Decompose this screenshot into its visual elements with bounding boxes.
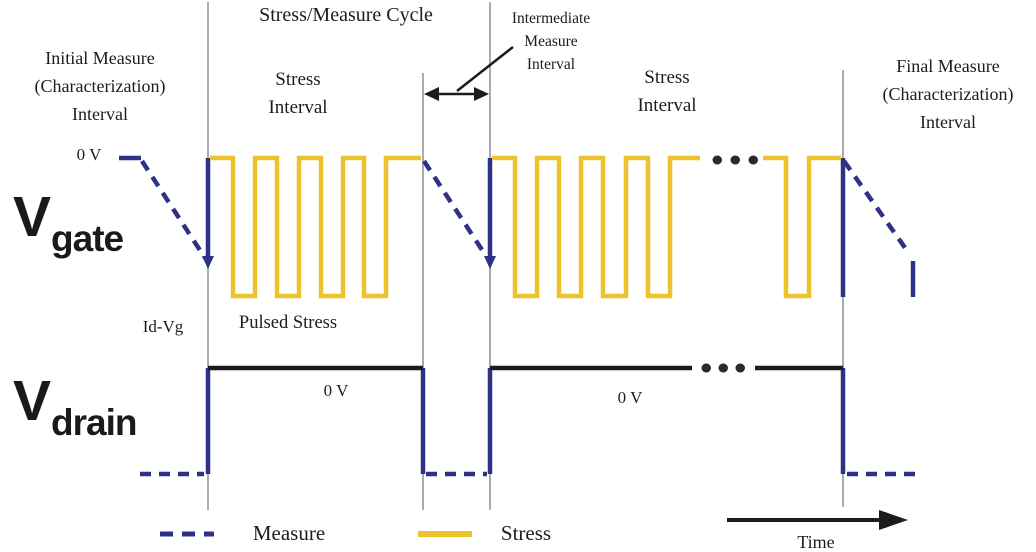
- gate-sweep-arrowheads: [202, 256, 496, 269]
- gate-zero-volt-label: 0 V: [76, 145, 102, 164]
- stress-interval-2-line2: Interval: [637, 95, 697, 116]
- intermediate-measure-line3: Interval: [526, 56, 576, 73]
- gate-signal-symbol: V: [13, 185, 52, 249]
- gate-signal-subscript: gate: [51, 218, 124, 259]
- intermediate-leader-line: [456, 46, 514, 92]
- id-vg-label: Id-Vg: [142, 317, 184, 336]
- cycle-title: Stress/Measure Cycle: [259, 4, 433, 26]
- final-measure-line1: Final Measure: [896, 56, 1000, 76]
- initial-measure-interval-label: Initial Measure (Characterization) Inter…: [35, 44, 166, 128]
- drain-vertical-edges: [205, 368, 846, 474]
- legend-measure-label: Measure: [252, 521, 326, 545]
- time-axis-label: Time: [797, 532, 835, 552]
- intermediate-measure-interval-label: Intermediate Measure Interval: [512, 7, 590, 76]
- gate-measure-dashed-ramps: [140, 159, 910, 260]
- time-axis-arrowhead: [879, 510, 908, 530]
- drain-zero-volt-label-2: 0 V: [617, 388, 643, 407]
- gate-signal-label: Vgate: [13, 189, 124, 259]
- stress-interval-2-line1: Stress: [644, 67, 690, 88]
- drain-signal-subscript: drain: [51, 402, 137, 443]
- pulsed-stress-label: Pulsed Stress: [238, 313, 338, 333]
- stress-interval-1-label: Stress Interval: [268, 66, 327, 122]
- drain-signal-symbol: V: [13, 369, 52, 433]
- drain-zero-volt-label-1: 0 V: [323, 381, 349, 400]
- stress-interval-2-label: Stress Interval: [637, 64, 696, 120]
- intermediate-measure-line2: Measure: [524, 33, 578, 50]
- intermediate-interval-arrowheads: [424, 87, 489, 101]
- intermediate-measure-line1: Intermediate: [511, 10, 591, 27]
- initial-measure-line3: Interval: [72, 104, 128, 124]
- gate-solid-segments: [119, 155, 916, 297]
- stress-interval-1-line1: Stress: [275, 69, 321, 90]
- stress-interval-1-line2: Interval: [268, 97, 328, 118]
- gate-stress-pulse-train: [210, 155, 841, 299]
- final-measure-line3: Interval: [920, 112, 976, 132]
- initial-measure-line1: Initial Measure: [45, 48, 155, 68]
- legend-stress-label: Stress: [500, 521, 552, 545]
- drain-signal-label: Vdrain: [13, 373, 138, 443]
- initial-measure-line2: (Characterization): [34, 76, 166, 96]
- final-measure-interval-label: Final Measure (Characterization) Interva…: [883, 52, 1014, 136]
- final-measure-line2: (Characterization): [882, 84, 1014, 104]
